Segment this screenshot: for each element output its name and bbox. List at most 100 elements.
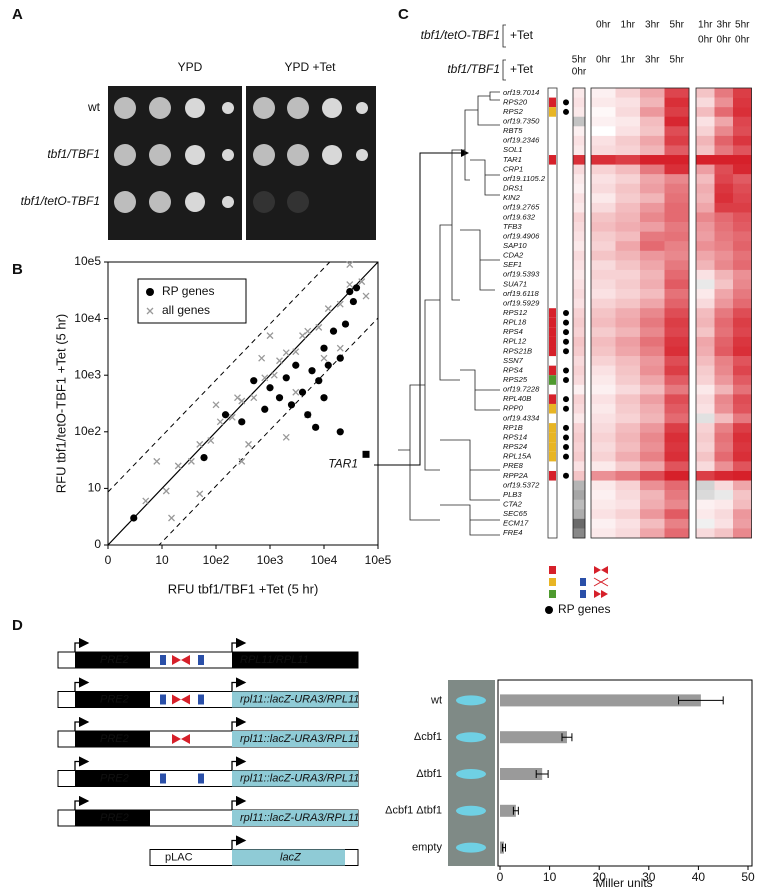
- rp-point: [336, 428, 344, 436]
- heatmap-cell: [664, 470, 690, 481]
- heatmap-cell: [714, 97, 734, 108]
- x-tick-label: 50: [741, 870, 755, 884]
- heatmap-cell: [573, 356, 586, 366]
- heatmap-cell: [696, 298, 715, 309]
- x-tick-label: 10: [155, 553, 169, 567]
- heatmap-cell: [591, 384, 616, 395]
- heatmap-cell: [640, 202, 665, 213]
- column-header: 0hr: [698, 35, 713, 46]
- heatmap-cell: [591, 107, 616, 118]
- legend-label: all genes: [162, 303, 210, 317]
- heatmap-cell: [696, 279, 715, 290]
- heatmap-cell: [573, 346, 586, 357]
- heatmap-cell: [664, 317, 690, 328]
- heatmap-cell: [573, 423, 586, 433]
- gene-box: [232, 731, 358, 747]
- colony-spot: [322, 145, 342, 165]
- heatmap-cell: [573, 88, 586, 98]
- heatmap-cell: [591, 135, 616, 146]
- gene-point: [162, 487, 170, 495]
- colony-spot: [222, 149, 234, 161]
- heatmap-cell: [640, 308, 665, 319]
- heatmap-cell: [640, 356, 665, 366]
- rp-dot: [563, 319, 569, 326]
- rp-point: [329, 327, 338, 335]
- promoter-label: PRE2: [100, 654, 129, 666]
- heatmap-cell: [573, 212, 586, 223]
- colony-spot: [149, 144, 171, 166]
- rp-point: [341, 320, 350, 328]
- gene-box: [232, 770, 358, 787]
- y-axis-label: RFU tbf1/tetO-TBF1 +Tet (5 hr): [53, 314, 68, 494]
- heatmap-cell: [664, 183, 690, 194]
- arrow: [374, 149, 469, 466]
- site-box: [549, 432, 556, 443]
- heatmap-cell: [696, 269, 715, 280]
- panel-label: A: [12, 6, 23, 23]
- strain-label: tbf1/TBF1: [447, 62, 500, 76]
- heatmap-cell: [733, 384, 752, 395]
- gene-label: RPS4: [503, 365, 523, 374]
- heatmap-cell: [664, 116, 690, 127]
- heatmap-cell: [714, 384, 734, 395]
- colony-spot: [114, 144, 136, 166]
- heatmap-cell: [664, 327, 690, 338]
- heatmap-cell: [733, 317, 752, 328]
- heatmap-cell: [640, 327, 665, 338]
- gene-point: [153, 457, 161, 465]
- gene-label: RP1B: [503, 423, 523, 432]
- x-tick-label: 0: [105, 553, 112, 567]
- heatmap-cell: [615, 155, 641, 165]
- heatmap-cell: [615, 202, 641, 213]
- annotation-marker: [362, 450, 370, 458]
- heatmap-cell: [696, 135, 715, 146]
- gene-point: [258, 354, 266, 362]
- dendrogram: [398, 91, 500, 536]
- heatmap-cell: [714, 365, 734, 376]
- heatmap-cell: [733, 260, 752, 271]
- heatmap-cell: [640, 518, 665, 529]
- column-header: 0hr: [596, 55, 611, 66]
- heatmap-cell: [696, 327, 715, 338]
- gene-point: [261, 374, 269, 382]
- heatmap-cell: [615, 135, 641, 146]
- heatmap-cell: [615, 509, 641, 520]
- rp-point: [346, 287, 354, 296]
- heatmap-cell: [714, 155, 734, 165]
- site-box: [549, 470, 556, 481]
- y-tick-label: 0: [94, 537, 101, 551]
- rp-point: [308, 367, 316, 375]
- heatmap-cell: [591, 174, 616, 185]
- heatmap-cell: [591, 97, 616, 108]
- gene-label: PLB3: [503, 490, 522, 499]
- rp-point: [261, 405, 269, 413]
- category-label: Δcbf1 Δtbf1: [385, 805, 442, 817]
- heatmap-cell: [573, 509, 586, 520]
- gene-label: orf19.5393: [503, 270, 540, 279]
- gene-point: [282, 433, 290, 441]
- heatmap-cell: [714, 289, 734, 299]
- heatmap-cell: [591, 470, 616, 481]
- heatmap-cell: [573, 327, 586, 338]
- gene-label: RPS2: [503, 107, 524, 116]
- rp-point: [352, 284, 361, 292]
- heatmap-cell: [714, 88, 734, 98]
- strain-label: tbf1/TBF1: [47, 147, 100, 161]
- heatmap-cell: [640, 375, 665, 386]
- heatmap-cell: [640, 336, 665, 347]
- rp-point: [282, 374, 290, 382]
- gene-label: CRP1: [503, 164, 523, 173]
- heatmap-cell: [591, 241, 616, 252]
- gene-label: TFB3: [503, 222, 522, 231]
- heatmap-cell: [733, 327, 752, 338]
- heatmap-cell: [573, 499, 586, 510]
- gene-label: RPL18: [503, 318, 527, 327]
- rp-point: [221, 411, 230, 419]
- y-tick-label: 10: [88, 481, 102, 495]
- heatmap-cell: [733, 202, 752, 213]
- heatmap-cell: [733, 461, 752, 472]
- heatmap-cell: [733, 375, 752, 386]
- colony-spot: [222, 196, 234, 208]
- rp-point: [320, 394, 328, 402]
- tss-arrow: [74, 637, 90, 652]
